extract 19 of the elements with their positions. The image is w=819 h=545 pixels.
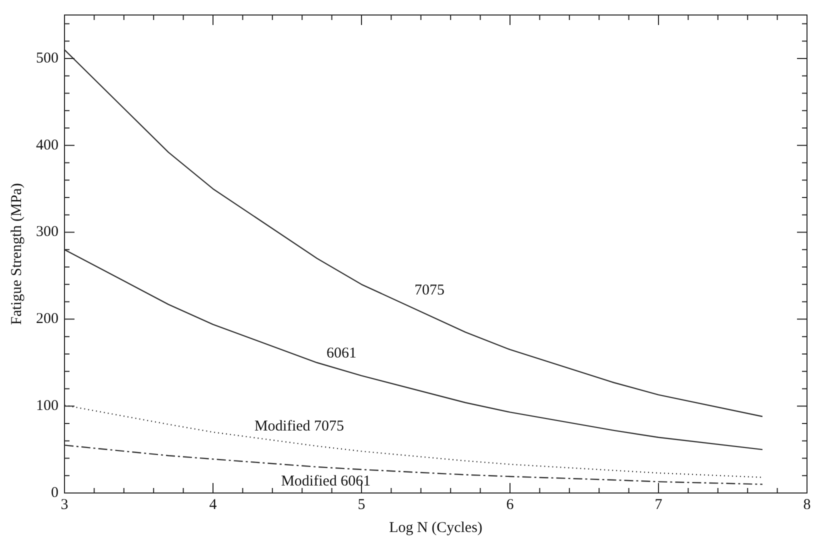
y-tick-label: 500: [36, 50, 58, 66]
x-tick-label: 3: [60, 496, 68, 513]
series-label: Modified 7075: [254, 418, 344, 435]
y-axis-title: Fatigue Strength (MPa): [8, 183, 25, 325]
y-tick-label: 400: [36, 137, 58, 154]
y-tick-label: 300: [36, 224, 58, 240]
x-tick-label: 8: [803, 496, 811, 513]
y-tick-label: 100: [36, 398, 58, 414]
series-label: Modified 6061: [281, 473, 371, 490]
line-series: [64, 444, 764, 485]
y-tick-label: 200: [36, 311, 58, 328]
x-axis-title: Log N (Cycles): [389, 520, 482, 536]
x-tick-label: 5: [358, 496, 366, 513]
y-tick-label: 0: [51, 484, 58, 501]
series-label: 7075: [414, 282, 444, 298]
x-tick-label: 4: [209, 496, 218, 513]
x-tick-label: 7: [654, 496, 663, 513]
x-tick-label: 6: [506, 496, 514, 513]
series-label: 6061: [326, 346, 356, 362]
